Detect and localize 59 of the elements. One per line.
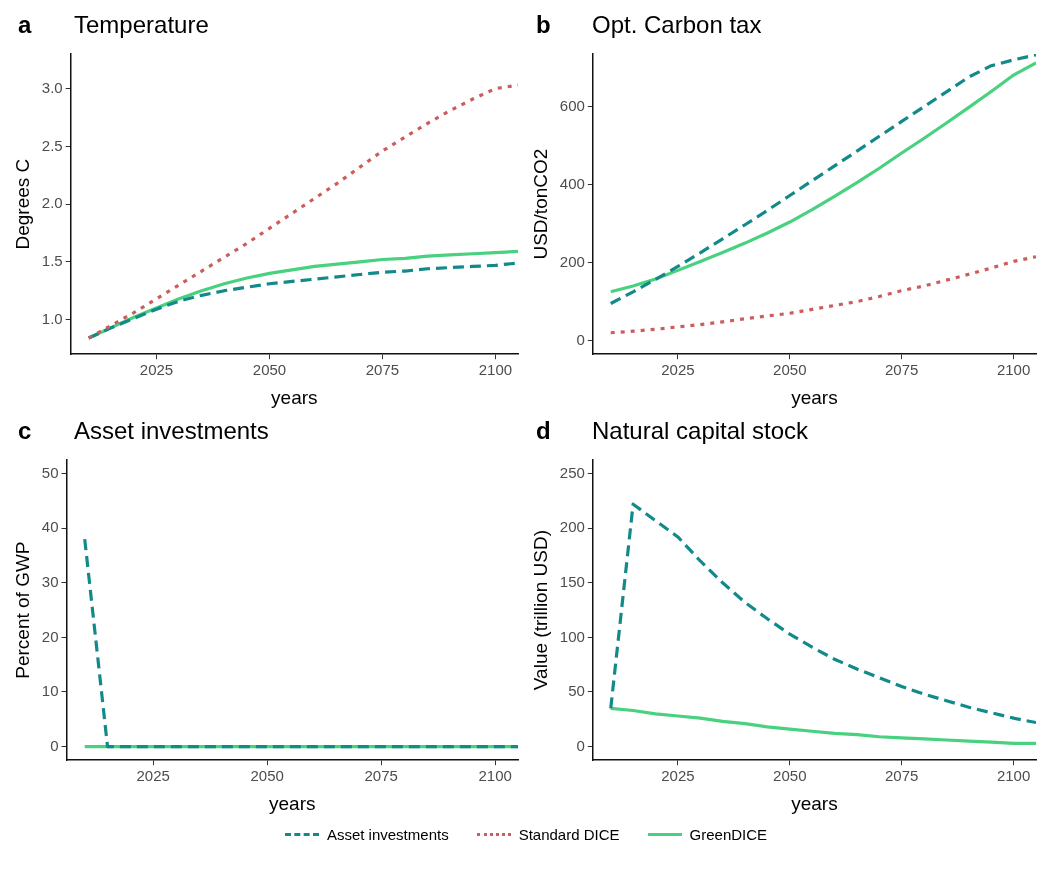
x-axis-title: years [269,792,316,814]
text: b [536,11,552,39]
y-axis-title: Value (trillion USD) [529,530,551,691]
x-tick-label: 2100 [996,767,1031,785]
x-tick-label: 2100 [478,767,512,785]
y-tick-label: 200 [559,252,585,270]
line-series [609,255,1036,335]
y-tick-label: 50 [568,682,585,700]
y-tick-label: 1.5 [41,251,63,269]
text: d [536,417,552,445]
y-tick-label: 600 [559,96,585,114]
y-tick-label: 30 [41,572,59,590]
y-axis-title: Degrees C [11,158,33,250]
y-tick-label: 2.0 [41,194,63,212]
y-tick-label: 0 [576,330,585,348]
x-tick-label: 2050 [773,767,807,785]
y-tick-label: 10 [41,682,59,700]
y-axis-title: Percent of GWP [11,541,33,679]
y-tick-label: 3.0 [41,78,63,96]
chart-title: Natural capital stock [592,417,809,445]
legend-label: Asset investments [326,826,449,843]
chart-title: Asset investments [74,417,269,445]
text: c [18,417,33,445]
y-tick-label: 1.0 [41,309,63,327]
y-tick-label: 200 [559,518,585,536]
y-tick-label: 400 [559,174,585,192]
x-tick-label: 2025 [136,767,170,785]
x-tick-label: 2075 [364,767,398,785]
x-tick-label: 2075 [885,767,919,785]
x-tick-label: 2050 [773,361,807,379]
y-tick-label: 50 [41,463,59,481]
y-axis-title: USD/tonCO2 [529,148,551,260]
x-axis-title: years [791,386,838,408]
text: a [18,11,33,39]
y-tick-label: 0 [576,736,585,754]
y-tick-label: 150 [559,572,585,590]
x-tick-label: 2025 [139,361,174,379]
chart-title: Temperature [74,11,209,39]
chart-title: Opt. Carbon tax [592,11,762,39]
y-tick-label: 100 [559,627,585,645]
legend-label: GreenDICE [689,826,768,843]
line-series [87,83,518,340]
x-tick-label: 2050 [252,361,287,379]
x-tick-label: 2025 [661,767,695,785]
y-tick-label: 250 [559,463,585,481]
legend-label: Standard DICE [518,826,620,843]
y-tick-label: 20 [41,627,59,645]
x-axis-title: years [791,792,838,814]
y-tick-label: 0 [50,736,59,754]
y-tick-label: 40 [41,518,59,536]
line-series [609,502,1036,725]
x-axis-title: years [271,386,318,408]
y-tick-label: 2.5 [41,136,63,154]
x-tick-label: 2025 [661,361,695,379]
x-tick-label: 2075 [885,361,919,379]
x-tick-label: 2100 [996,361,1031,379]
x-tick-label: 2075 [365,361,400,379]
x-tick-label: 2050 [250,767,284,785]
x-tick-label: 2100 [478,361,513,379]
